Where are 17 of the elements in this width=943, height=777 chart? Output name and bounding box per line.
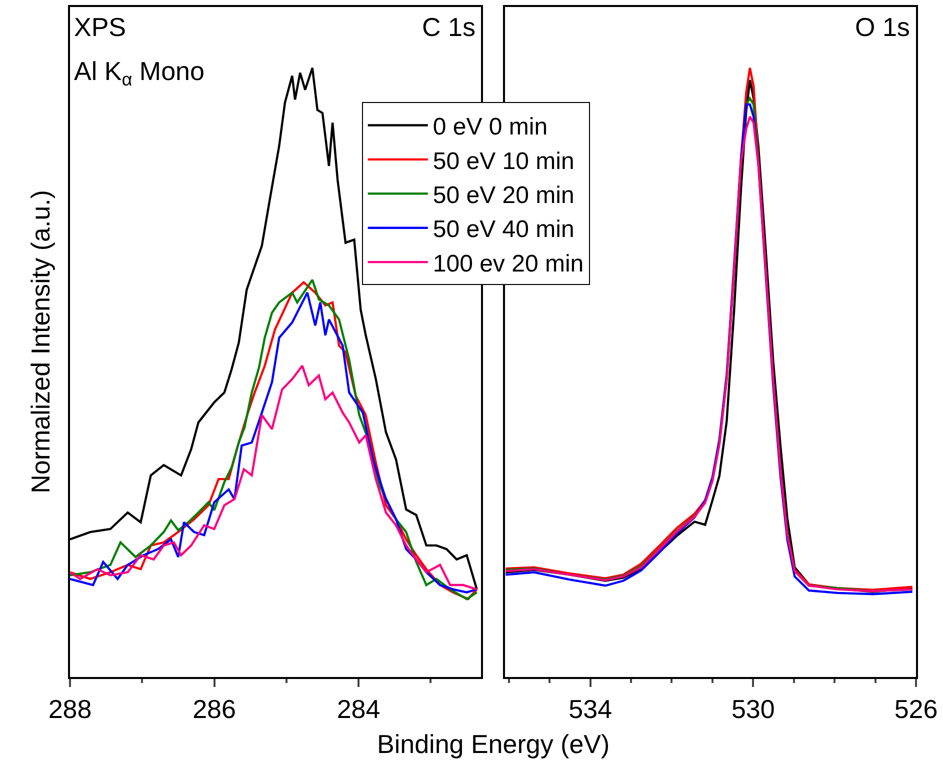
x-tick-label: 534 — [568, 694, 612, 724]
text: XPS — [74, 12, 126, 42]
y-axis-title: Normalized Intensity (a.u.) — [25, 190, 56, 494]
x-tick-label: 530 — [731, 694, 775, 724]
x-axis-title: Binding Energy (eV) — [377, 729, 610, 759]
x-tick-label: 286 — [192, 694, 236, 724]
x-tick-label: 284 — [336, 694, 380, 724]
x-tick-label: 288 — [48, 694, 92, 724]
chart-title: C 1s — [422, 12, 476, 42]
chart-title: O 1s — [855, 12, 910, 42]
legend-label: 0 eV 0 min — [432, 114, 548, 141]
legend-label: 50 eV 40 min — [432, 216, 574, 244]
legend-label: 50 eV 10 min — [432, 148, 574, 175]
legend-label: 100 ev 20 min — [432, 250, 584, 278]
annotation: Al K$_{α}$ Mono — [74, 56, 204, 90]
legend-label: 50 eV 20 min — [432, 182, 574, 209]
x-tick-label: 526 — [894, 694, 938, 724]
